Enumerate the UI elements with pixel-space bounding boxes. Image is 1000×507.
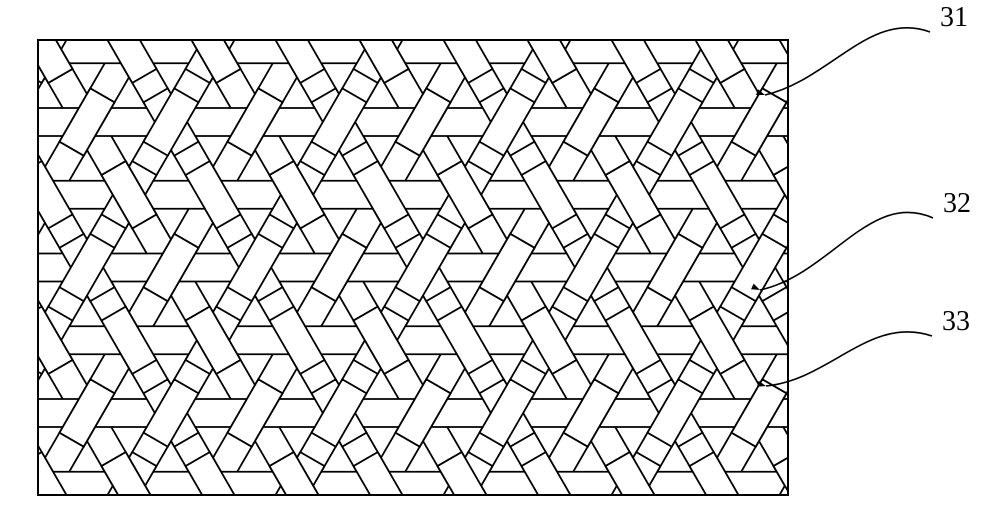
- callout-label: 33: [942, 306, 970, 337]
- callout-curve: [765, 28, 930, 95]
- callout-label: 32: [943, 188, 971, 219]
- weave-pattern: [0, 0, 1000, 507]
- callout-curve: [766, 332, 932, 386]
- diagram-svg: 31 32 33: [0, 0, 1000, 507]
- callout-label: 31: [940, 2, 968, 33]
